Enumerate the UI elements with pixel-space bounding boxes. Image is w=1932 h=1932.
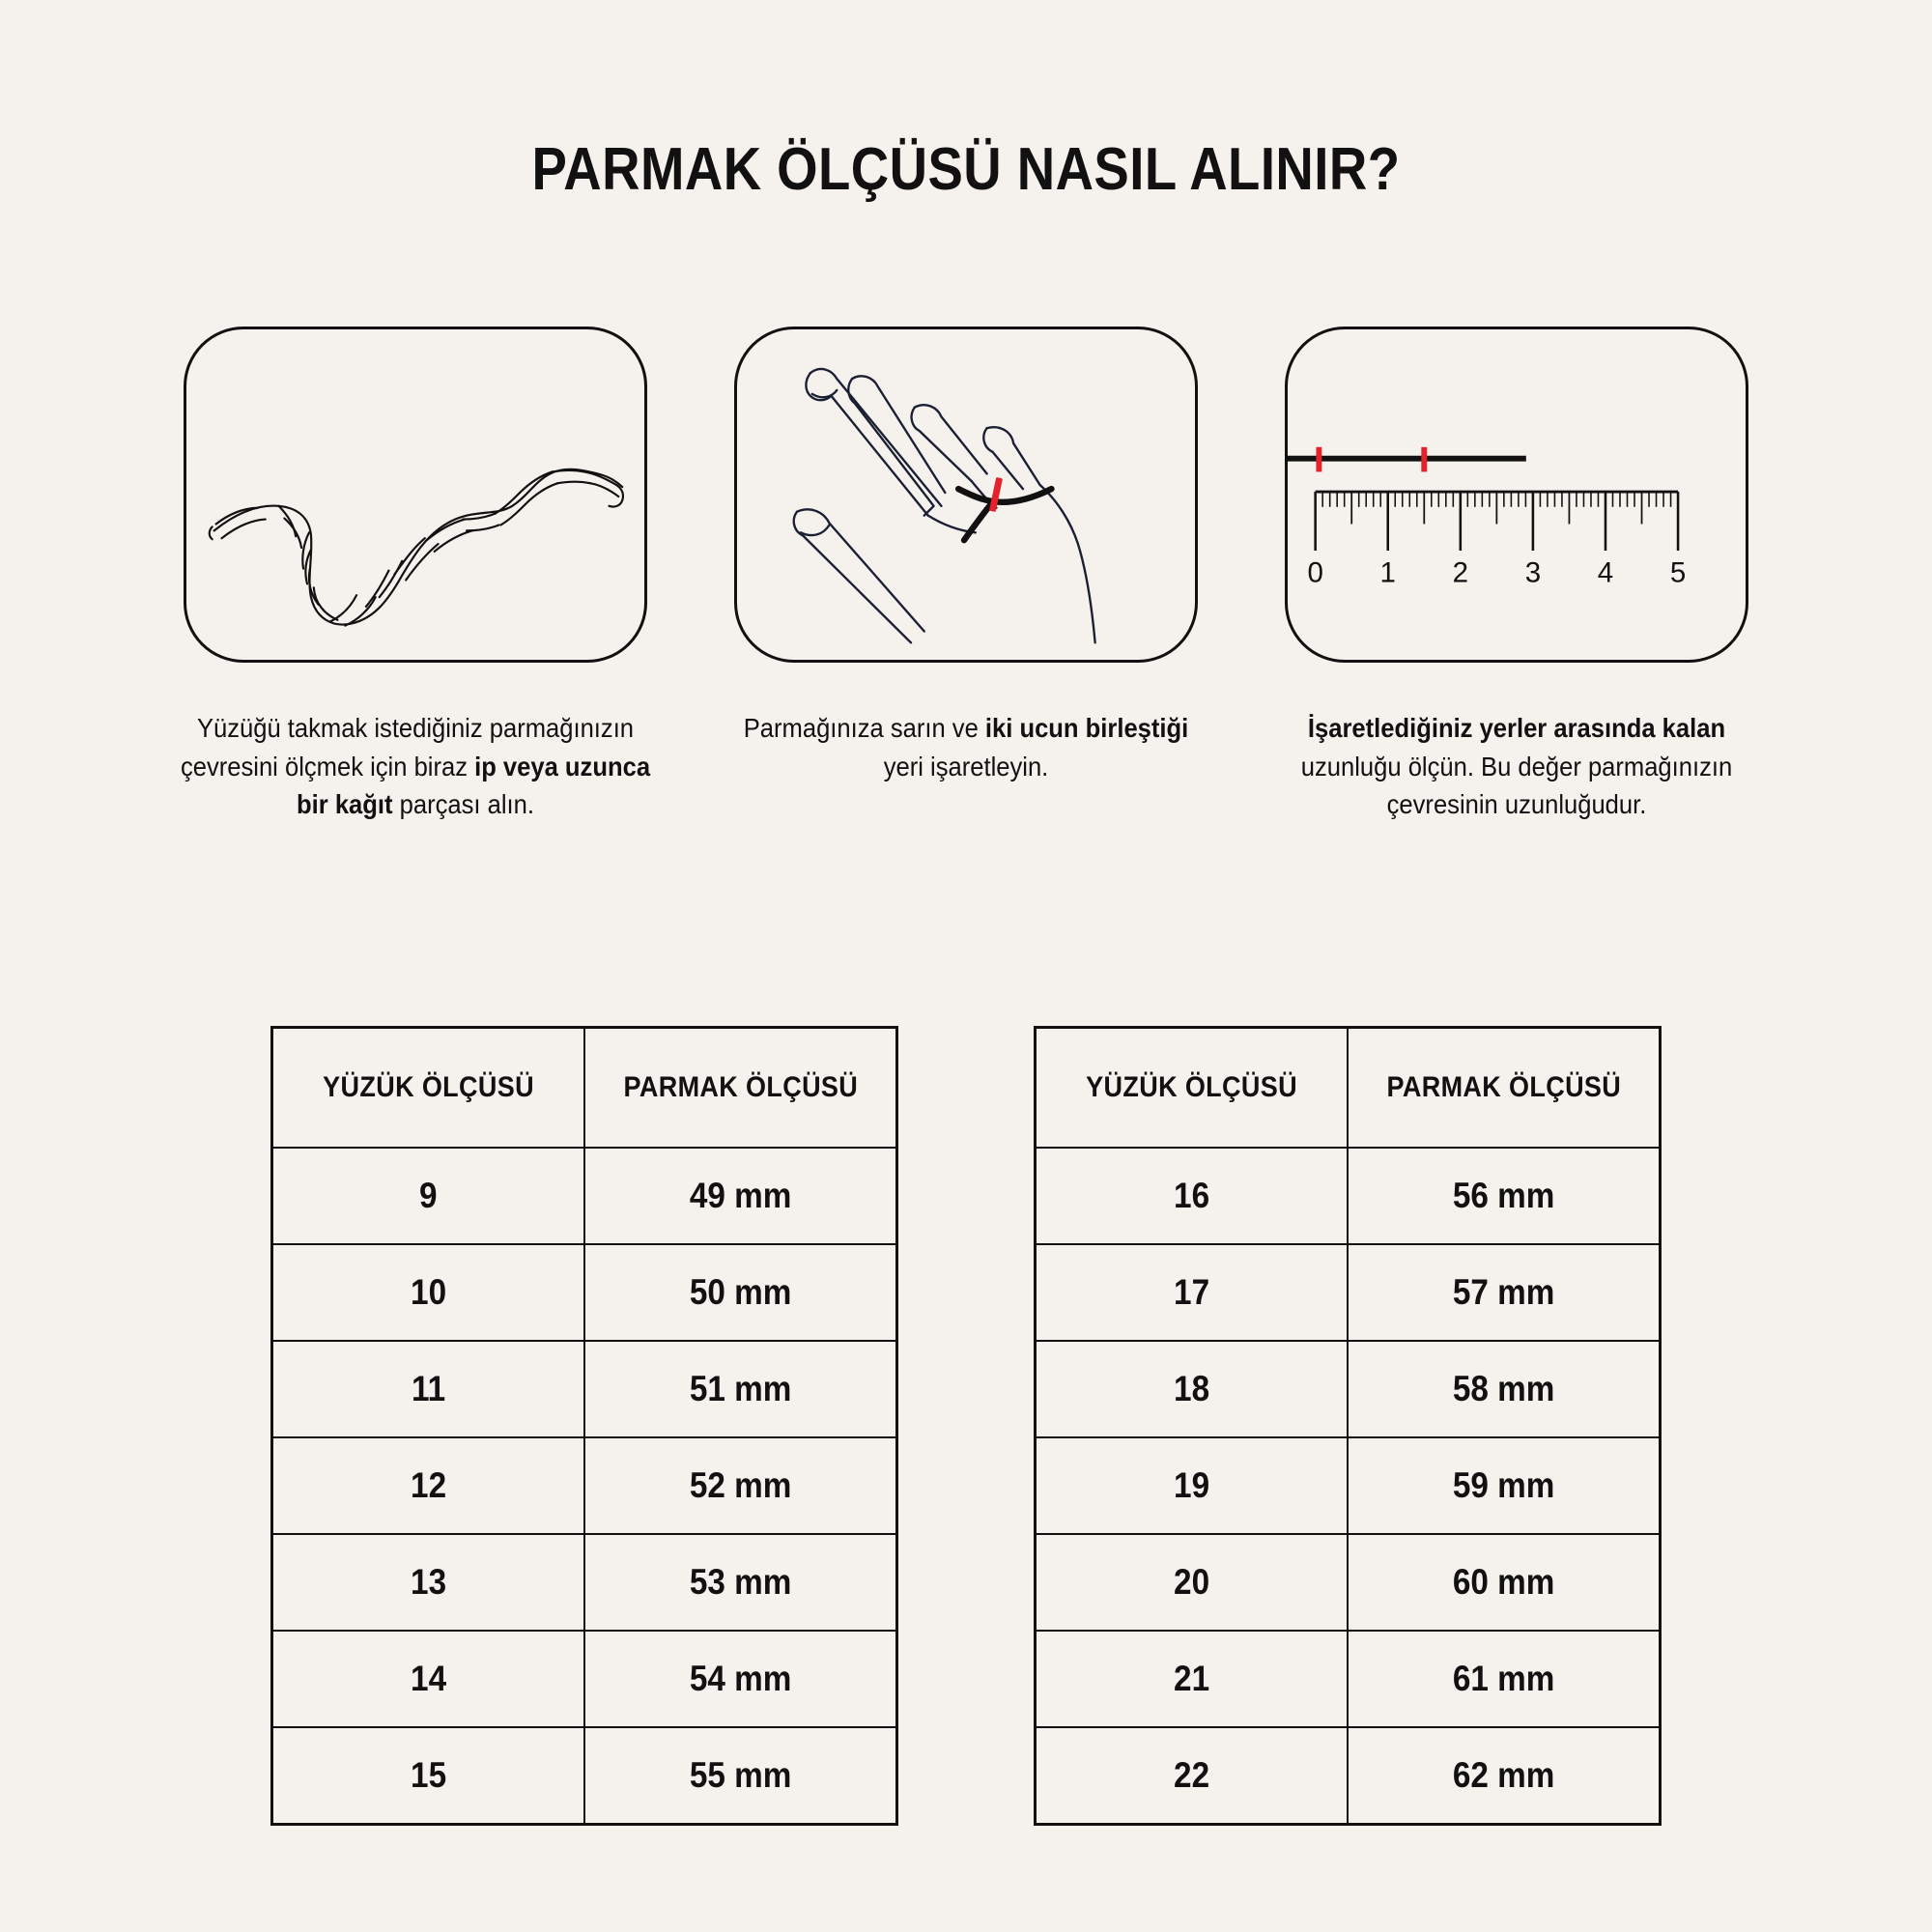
ruler-label: 2 [1453, 556, 1468, 588]
table-row: 18 58 mm [1034, 1340, 1662, 1438]
illustration-panel-rope [184, 327, 647, 663]
caption-segment: ip veya uzunca bir kağıt [297, 751, 651, 820]
size-table-left: YÜZÜK ÖLÇÜSÜ PARMAK ÖLÇÜSÜ 9 49 mm 10 50 mm 1… [270, 1026, 898, 1826]
table-body: 9 49 mm 10 50 mm 11 51 mm 12 52 mm 13 53 mm 14 54 m… [270, 1147, 898, 1826]
step-3: 0 1 2 3 4 5 İşaretlediğiniz yerler arasında k… [1285, 327, 1748, 824]
ruler-label: 5 [1670, 556, 1686, 588]
table-row: 21 61 mm [1034, 1630, 1662, 1728]
ruler-mark-end [1421, 446, 1428, 472]
step-3-caption: İşaretlediğiniz yerler arasında kalan uz… [1274, 709, 1759, 824]
rope-icon [208, 468, 625, 627]
table-row: 16 56 mm [1034, 1147, 1662, 1245]
finger-size-cell: 56 mm [1347, 1147, 1662, 1245]
ruler-mark-start [1316, 446, 1322, 472]
size-table-right: YÜZÜK ÖLÇÜSÜ PARMAK ÖLÇÜSÜ 16 56 mm 17 57 mm… [1034, 1026, 1662, 1826]
step-1-caption: Yüzüğü takmak istediğiniz parmağınızın ç… [173, 709, 658, 824]
caption-segment: parçası alın. [392, 789, 534, 820]
ruler-icon: 0 1 2 3 4 5 [1288, 446, 1686, 588]
table-row: 11 51 mm [270, 1340, 898, 1438]
finger-size-cell: 57 mm [1347, 1243, 1662, 1342]
column-header: PARMAK ÖLÇÜSÜ [583, 1026, 898, 1149]
finger-size-cell: 62 mm [1347, 1726, 1662, 1826]
ruler-label: 3 [1525, 556, 1541, 588]
finger-size-cell: 50 mm [583, 1243, 898, 1342]
finger-size-cell: 59 mm [1347, 1436, 1662, 1535]
table-row: 22 62 mm [1034, 1726, 1662, 1826]
table-row: 10 50 mm [270, 1243, 898, 1342]
caption-segment: uzunluğu ölçün. Bu değer parmağınızın çe… [1300, 751, 1733, 820]
table-row: 15 55 mm [270, 1726, 898, 1826]
ring-size-cell: 18 [1034, 1340, 1349, 1438]
table-row: 20 60 mm [1034, 1533, 1662, 1632]
column-header: YÜZÜK ÖLÇÜSÜ [270, 1026, 585, 1149]
illustration-panel-hand [734, 327, 1198, 663]
step-1: Yüzüğü takmak istediğiniz parmağınızın ç… [181, 327, 650, 824]
ring-size-cell: 11 [270, 1340, 585, 1438]
caption-segment: Parmağınıza sarın ve [743, 713, 985, 743]
column-header: PARMAK ÖLÇÜSÜ [1347, 1026, 1662, 1149]
finger-size-cell: 52 mm [583, 1436, 898, 1535]
ring-size-cell: 21 [1034, 1630, 1349, 1728]
table-row: 12 52 mm [270, 1436, 898, 1535]
ring-size-cell: 10 [270, 1243, 585, 1342]
table-header-row: YÜZÜK ÖLÇÜSÜ PARMAK ÖLÇÜSÜ [1034, 1026, 1662, 1149]
page-title: PARMAK ÖLÇÜSÜ NASIL ALINIR? [531, 136, 1401, 203]
caption-segment: iki ucun birleştiği [984, 713, 1189, 743]
ring-size-cell: 14 [270, 1630, 585, 1728]
ring-size-cell: 17 [1034, 1243, 1349, 1342]
ring-size-cell: 15 [270, 1726, 585, 1826]
caption-segment: yeri işaretleyin. [883, 751, 1049, 781]
size-tables: YÜZÜK ÖLÇÜSÜ PARMAK ÖLÇÜSÜ 9 49 mm 10 50 mm 1… [0, 1026, 1932, 1826]
hand-with-string-icon [792, 367, 1096, 644]
finger-size-cell: 58 mm [1347, 1340, 1662, 1438]
ring-size-cell: 19 [1034, 1436, 1349, 1535]
finger-size-cell: 51 mm [583, 1340, 898, 1438]
table-header-row: YÜZÜK ÖLÇÜSÜ PARMAK ÖLÇÜSÜ [270, 1026, 898, 1149]
illustration-panel-ruler: 0 1 2 3 4 5 [1285, 327, 1748, 663]
ring-size-cell: 13 [270, 1533, 585, 1632]
steps-row: Yüzüğü takmak istediğiniz parmağınızın ç… [0, 327, 1932, 824]
column-header: YÜZÜK ÖLÇÜSÜ [1034, 1026, 1349, 1149]
ring-size-cell: 20 [1034, 1533, 1349, 1632]
ring-size-cell: 22 [1034, 1726, 1349, 1826]
step-2-caption: Parmağınıza sarın ve iki ucun birleştiği… [724, 709, 1208, 785]
ruler-label: 4 [1598, 556, 1613, 588]
table-row: 19 59 mm [1034, 1436, 1662, 1535]
finger-size-cell: 61 mm [1347, 1630, 1662, 1728]
finger-size-cell: 54 mm [583, 1630, 898, 1728]
caption-segment: Yüzüğü takmak istediğiniz parmağınızın ç… [180, 713, 635, 781]
finger-size-cell: 60 mm [1347, 1533, 1662, 1632]
ruler-label: 0 [1307, 556, 1322, 588]
caption-segment: İşaretlediğiniz yerler arasında kalan [1307, 713, 1726, 743]
table-row: 17 57 mm [1034, 1243, 1662, 1342]
ring-size-cell: 9 [270, 1147, 585, 1245]
finger-size-cell: 49 mm [583, 1147, 898, 1245]
table-row: 14 54 mm [270, 1630, 898, 1728]
finger-size-cell: 53 mm [583, 1533, 898, 1632]
table-row: 9 49 mm [270, 1147, 898, 1245]
ring-size-cell: 16 [1034, 1147, 1349, 1245]
ring-size-cell: 12 [270, 1436, 585, 1535]
step-2: Parmağınıza sarın ve iki ucun birleştiği… [734, 327, 1198, 824]
table-row: 13 53 mm [270, 1533, 898, 1632]
table-body: 16 56 mm 17 57 mm 18 58 mm 19 59 mm 20 60 mm 21 61 … [1034, 1147, 1662, 1826]
finger-size-cell: 55 mm [583, 1726, 898, 1826]
ruler-label: 1 [1380, 556, 1396, 588]
